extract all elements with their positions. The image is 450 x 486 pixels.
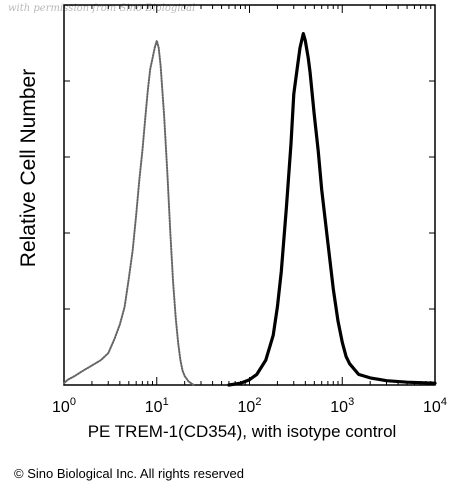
x-tick-label: 102 bbox=[238, 396, 262, 416]
copyright-notice: © Sino Biological Inc. All rights reserv… bbox=[14, 466, 244, 481]
x-tick-label: 104 bbox=[423, 396, 447, 416]
y-axis-label: Relative Cell Number bbox=[17, 68, 40, 268]
x-axis-label: PE TREM-1(CD354), with isotype control bbox=[87, 422, 397, 441]
plot-frame bbox=[63, 4, 436, 386]
trem1-stained-curve bbox=[227, 32, 437, 387]
x-tick-label: 103 bbox=[330, 396, 354, 416]
isotype-control-curve bbox=[63, 39, 195, 386]
watermark-text: with permission from Sino Biological bbox=[8, 3, 196, 14]
x-tick-label: 100 bbox=[52, 396, 76, 416]
x-tick-label: 101 bbox=[145, 396, 169, 416]
